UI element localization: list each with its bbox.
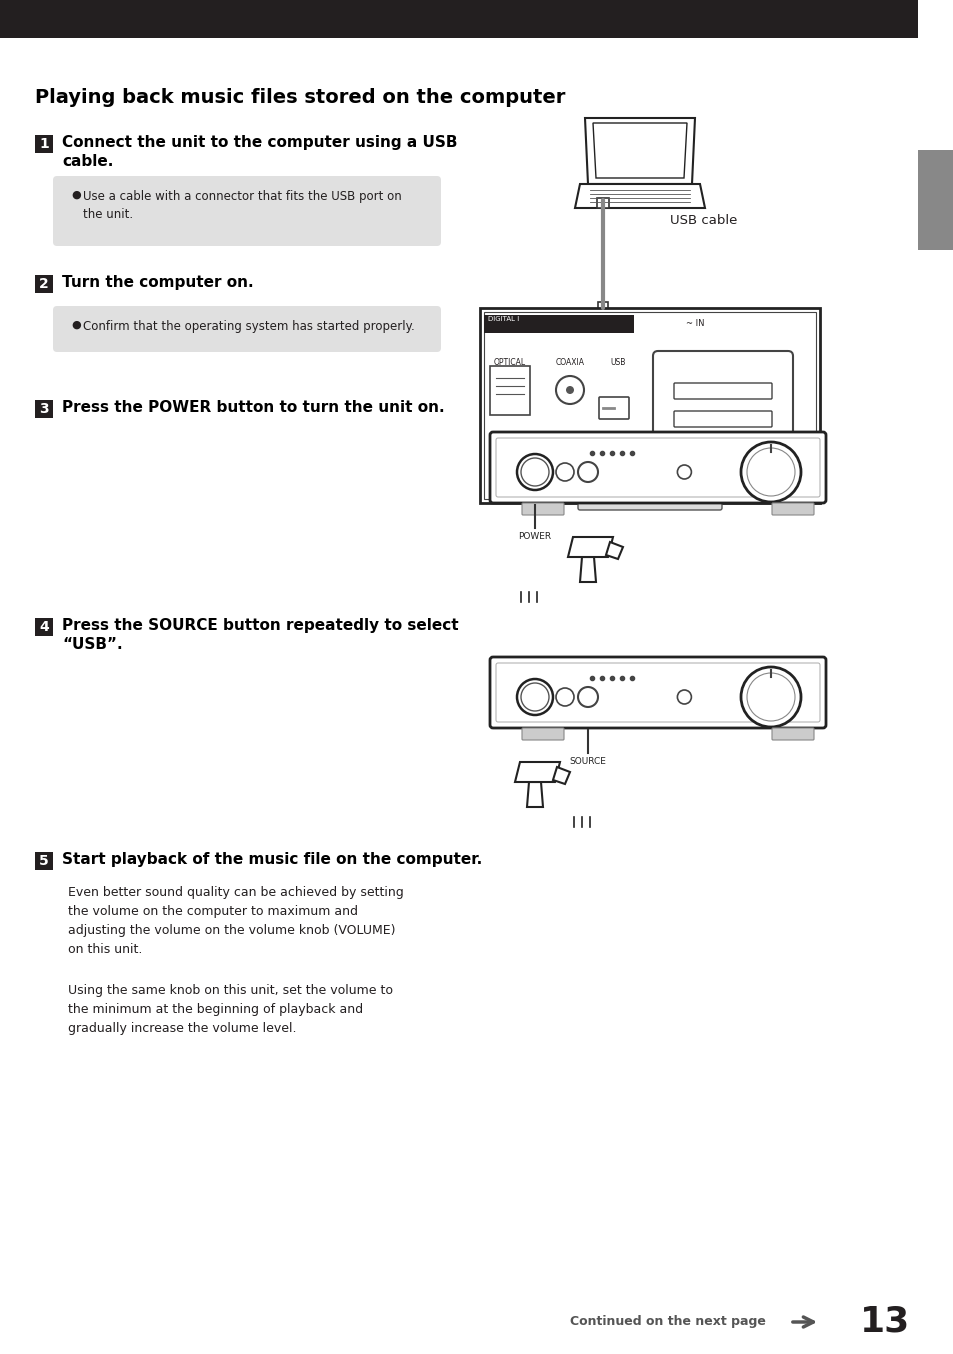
FancyBboxPatch shape [652,351,792,481]
FancyBboxPatch shape [479,307,820,502]
Text: Start playback of the music file on the computer.: Start playback of the music file on the … [62,852,482,867]
Text: USB cable: USB cable [669,214,737,226]
Circle shape [520,682,548,711]
FancyBboxPatch shape [673,439,771,455]
FancyBboxPatch shape [490,657,825,728]
Polygon shape [575,184,704,209]
Text: USB: USB [610,357,625,367]
Text: Even better sound quality can be achieved by setting
the volume on the computer : Even better sound quality can be achieve… [68,886,403,956]
Circle shape [556,376,583,403]
Text: OPTICAL: OPTICAL [494,357,525,367]
Text: SOURCE: SOURCE [569,757,606,766]
Circle shape [746,673,794,720]
Polygon shape [584,118,695,184]
FancyBboxPatch shape [673,383,771,399]
FancyBboxPatch shape [673,412,771,427]
FancyBboxPatch shape [35,617,53,636]
Circle shape [578,686,598,707]
FancyBboxPatch shape [521,502,563,515]
Text: Using the same knob on this unit, set the volume to
the minimum at the beginning: Using the same knob on this unit, set th… [68,984,393,1034]
FancyBboxPatch shape [771,502,813,515]
FancyBboxPatch shape [597,198,608,209]
FancyBboxPatch shape [490,432,825,502]
Circle shape [556,463,574,481]
Text: Press the SOURCE button repeatedly to select
“USB”.: Press the SOURCE button repeatedly to se… [62,617,458,653]
FancyBboxPatch shape [35,135,53,153]
Text: 1: 1 [39,137,49,152]
Circle shape [746,448,794,496]
Polygon shape [579,556,596,582]
Text: 13: 13 [859,1305,909,1339]
Text: 4: 4 [39,620,49,634]
FancyBboxPatch shape [35,852,53,871]
Polygon shape [593,123,686,177]
Text: ●: ● [71,320,81,330]
FancyBboxPatch shape [35,275,53,292]
FancyBboxPatch shape [53,176,440,246]
FancyBboxPatch shape [917,150,953,250]
Circle shape [520,458,548,486]
FancyBboxPatch shape [598,397,628,418]
FancyBboxPatch shape [53,306,440,352]
FancyBboxPatch shape [35,399,53,418]
Text: POWER: POWER [517,532,551,542]
FancyBboxPatch shape [490,366,530,414]
Circle shape [740,668,801,727]
Polygon shape [605,542,622,559]
Circle shape [556,688,574,705]
Text: 2: 2 [39,278,49,291]
Circle shape [740,441,801,502]
Text: Playing back music files stored on the computer: Playing back music files stored on the c… [35,88,565,107]
Polygon shape [567,538,613,556]
Circle shape [578,462,598,482]
Text: DIGITAL I: DIGITAL I [488,315,518,322]
Polygon shape [553,766,569,784]
FancyBboxPatch shape [0,0,917,38]
FancyBboxPatch shape [598,302,607,310]
Circle shape [677,464,691,479]
FancyBboxPatch shape [578,494,721,510]
Circle shape [565,386,574,394]
Text: COAXIA: COAXIA [555,357,584,367]
Text: Use a cable with a connector that fits the USB port on
the unit.: Use a cable with a connector that fits t… [83,190,401,221]
Text: Continued on the next page: Continued on the next page [569,1316,765,1328]
Circle shape [517,454,553,490]
Text: ~ IN: ~ IN [685,320,703,329]
FancyBboxPatch shape [483,315,634,333]
Text: 5: 5 [39,854,49,868]
Text: ●: ● [71,190,81,200]
Circle shape [517,678,553,715]
Polygon shape [515,762,559,783]
Text: Press the POWER button to turn the unit on.: Press the POWER button to turn the unit … [62,399,444,414]
FancyBboxPatch shape [521,728,563,741]
Polygon shape [526,783,542,807]
Text: 3: 3 [39,402,49,416]
Text: Connect the unit to the computer using a USB
cable.: Connect the unit to the computer using a… [62,135,457,169]
FancyBboxPatch shape [771,728,813,741]
Text: Turn the computer on.: Turn the computer on. [62,275,253,290]
Circle shape [677,691,691,704]
Text: Confirm that the operating system has started properly.: Confirm that the operating system has st… [83,320,415,333]
